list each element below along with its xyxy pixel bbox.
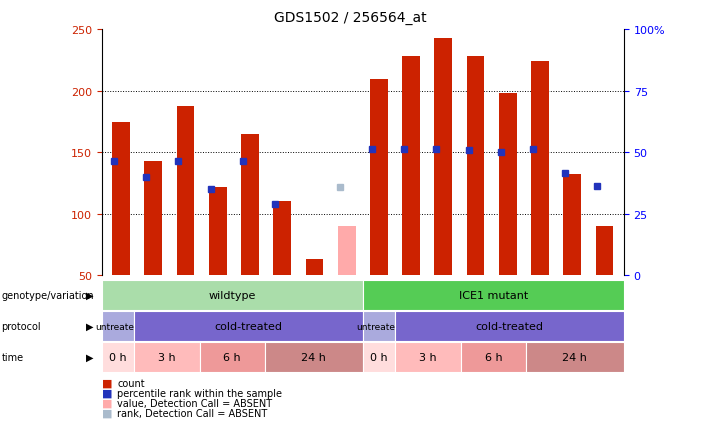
Text: 6 h: 6 h <box>484 352 502 362</box>
Text: percentile rank within the sample: percentile rank within the sample <box>117 388 282 398</box>
Bar <box>338 227 355 276</box>
Text: 24 h: 24 h <box>301 352 326 362</box>
Text: ■: ■ <box>102 388 112 398</box>
Bar <box>596 227 613 276</box>
Bar <box>467 57 484 276</box>
Text: cold-treated: cold-treated <box>476 322 544 331</box>
Text: rank, Detection Call = ABSENT: rank, Detection Call = ABSENT <box>117 408 267 418</box>
Text: wildtype: wildtype <box>208 291 256 300</box>
Text: untreated: untreated <box>95 322 140 331</box>
Text: ▶: ▶ <box>86 291 93 300</box>
Bar <box>564 175 581 276</box>
Text: 0 h: 0 h <box>370 352 388 362</box>
Text: value, Detection Call = ABSENT: value, Detection Call = ABSENT <box>117 398 272 408</box>
Bar <box>273 202 291 276</box>
Text: time: time <box>1 352 24 362</box>
Text: ■: ■ <box>102 408 112 418</box>
Text: cold-treated: cold-treated <box>215 322 283 331</box>
Bar <box>370 79 388 276</box>
Text: 0 h: 0 h <box>109 352 127 362</box>
Text: ICE1 mutant: ICE1 mutant <box>458 291 528 300</box>
Bar <box>402 57 420 276</box>
Text: protocol: protocol <box>1 322 41 331</box>
Text: GDS1502 / 256564_at: GDS1502 / 256564_at <box>274 11 427 25</box>
Bar <box>531 62 549 276</box>
Bar <box>241 135 259 276</box>
Text: count: count <box>117 378 144 388</box>
Text: ▶: ▶ <box>86 322 93 331</box>
Text: 3 h: 3 h <box>158 352 176 362</box>
Bar <box>112 122 130 276</box>
Bar <box>499 94 517 276</box>
Bar <box>144 161 162 276</box>
Text: untreated: untreated <box>357 322 402 331</box>
Text: 24 h: 24 h <box>562 352 587 362</box>
Text: ■: ■ <box>102 378 112 388</box>
Text: 6 h: 6 h <box>224 352 241 362</box>
Bar <box>209 187 226 276</box>
Text: ▶: ▶ <box>86 352 93 362</box>
Text: genotype/variation: genotype/variation <box>1 291 94 300</box>
Text: ■: ■ <box>102 398 112 408</box>
Text: 3 h: 3 h <box>419 352 437 362</box>
Bar <box>435 39 452 276</box>
Bar <box>306 260 323 276</box>
Bar <box>177 106 194 276</box>
